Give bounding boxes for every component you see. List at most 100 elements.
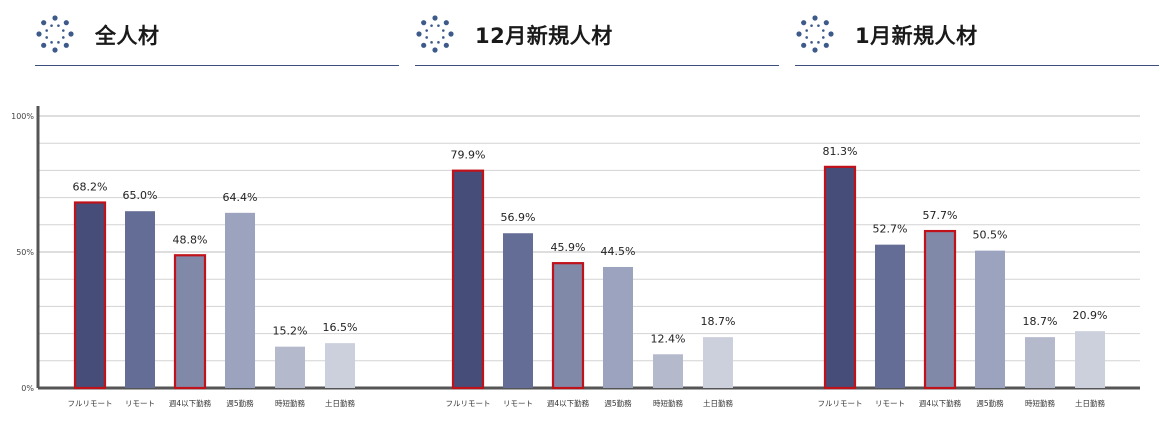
icon-dot	[430, 24, 433, 27]
icon-dot	[421, 42, 427, 48]
data-label: 44.5%	[601, 245, 636, 258]
x-tick-label: 時短勤務	[653, 398, 683, 408]
x-tick-label: フルリモート	[818, 399, 863, 408]
x-tick-label: フルリモート	[446, 399, 491, 408]
bar	[551, 262, 585, 390]
bar	[975, 250, 1005, 388]
icon-dot	[57, 41, 60, 44]
y-tick-label: 50%	[16, 248, 34, 257]
bar	[875, 244, 905, 388]
data-label: 81.3%	[823, 145, 858, 158]
header-divider	[35, 65, 399, 66]
icon-dot	[823, 42, 829, 48]
x-tick-label: 週4以下勤務	[919, 398, 962, 408]
x-tick-label: 土日勤務	[1075, 398, 1105, 408]
data-label: 79.9%	[451, 149, 486, 162]
bar	[603, 266, 633, 388]
data-label: 50.5%	[973, 229, 1008, 242]
data-label: 48.8%	[173, 233, 208, 246]
bar	[1025, 337, 1055, 388]
data-label: 64.4%	[223, 191, 258, 204]
bar	[73, 201, 107, 390]
x-tick-label: 週4以下勤務	[169, 398, 212, 408]
data-label: 65.0%	[123, 189, 158, 202]
icon-dot	[796, 31, 802, 37]
icon-dot	[812, 47, 818, 53]
data-label: 16.5%	[323, 321, 358, 334]
icon-dot	[36, 31, 42, 37]
icon-dot	[801, 20, 807, 26]
icon-dot	[810, 24, 813, 27]
data-label: 56.9%	[501, 211, 536, 224]
data-label: 15.2%	[273, 325, 308, 338]
data-label: 20.9%	[1073, 309, 1108, 322]
header-divider	[415, 65, 779, 66]
icon-dot	[57, 24, 60, 27]
data-label: 12.4%	[651, 332, 686, 345]
icon-dot	[425, 36, 428, 39]
icon-dot	[437, 41, 440, 44]
icon-dot	[52, 47, 58, 53]
icon-dot	[50, 24, 53, 27]
section-title-december: 12月新規人材	[475, 24, 613, 48]
x-tick-label: 時短勤務	[1025, 398, 1055, 408]
x-tick-label: リモート	[503, 399, 533, 408]
icon-dot	[448, 31, 454, 37]
x-tick-label: 週4以下勤務	[547, 398, 590, 408]
icon-dot	[416, 31, 422, 37]
icon-dot	[432, 47, 438, 53]
bar	[653, 354, 683, 388]
bar	[275, 346, 305, 388]
bar-chart: 0% 50% 100% 68.2% フルリモート 65.0% リモート 48.8% 週4以下勤務…	[11, 106, 1140, 408]
icon-dot	[425, 29, 428, 32]
section-title-all: 全人材	[95, 24, 160, 48]
icon-dot	[62, 29, 65, 32]
icon-dot	[52, 15, 58, 21]
x-tick-label: 土日勤務	[703, 398, 733, 408]
icon-dot	[63, 42, 69, 48]
icon-dot	[45, 36, 48, 39]
x-tick-label: フルリモート	[68, 399, 113, 408]
bar	[503, 233, 533, 388]
data-label: 18.7%	[701, 315, 736, 328]
icon-dot	[68, 31, 74, 37]
data-label: 45.9%	[551, 241, 586, 254]
icon-dot	[822, 29, 825, 32]
icon-dot	[810, 41, 813, 44]
bar	[823, 165, 857, 390]
dots-circle-icon	[796, 15, 834, 53]
bar	[125, 211, 155, 388]
icon-dot	[63, 20, 69, 26]
icon-dot	[828, 31, 834, 37]
y-tick-label: 0%	[21, 384, 34, 393]
icon-dot	[812, 15, 818, 21]
bar	[173, 254, 207, 390]
icon-dot	[805, 29, 808, 32]
icon-dot	[41, 20, 47, 26]
bar	[325, 343, 355, 388]
icon-dot	[817, 24, 820, 27]
icon-dot	[62, 36, 65, 39]
x-tick-label: 週5勤務	[604, 398, 632, 408]
icon-dot	[421, 20, 427, 26]
data-label: 52.7%	[873, 223, 908, 236]
data-label: 57.7%	[923, 209, 958, 222]
icon-dot	[822, 36, 825, 39]
x-tick-label: 時短勤務	[275, 398, 305, 408]
bar	[451, 169, 485, 390]
icon-dot	[45, 29, 48, 32]
section-header-january: 1月新規人材	[795, 8, 1159, 66]
bar	[1075, 331, 1105, 388]
data-label: 18.7%	[1023, 315, 1058, 328]
icon-dot	[437, 24, 440, 27]
icon-dot	[432, 15, 438, 21]
icon-dot	[50, 41, 53, 44]
dots-circle-icon	[36, 15, 74, 53]
icon-dot	[801, 42, 807, 48]
icon-dot	[443, 20, 449, 26]
x-tick-label: リモート	[875, 399, 905, 408]
bar	[225, 212, 255, 388]
icon-dot	[823, 20, 829, 26]
icon-dot	[443, 42, 449, 48]
dots-circle-icon	[416, 15, 454, 53]
